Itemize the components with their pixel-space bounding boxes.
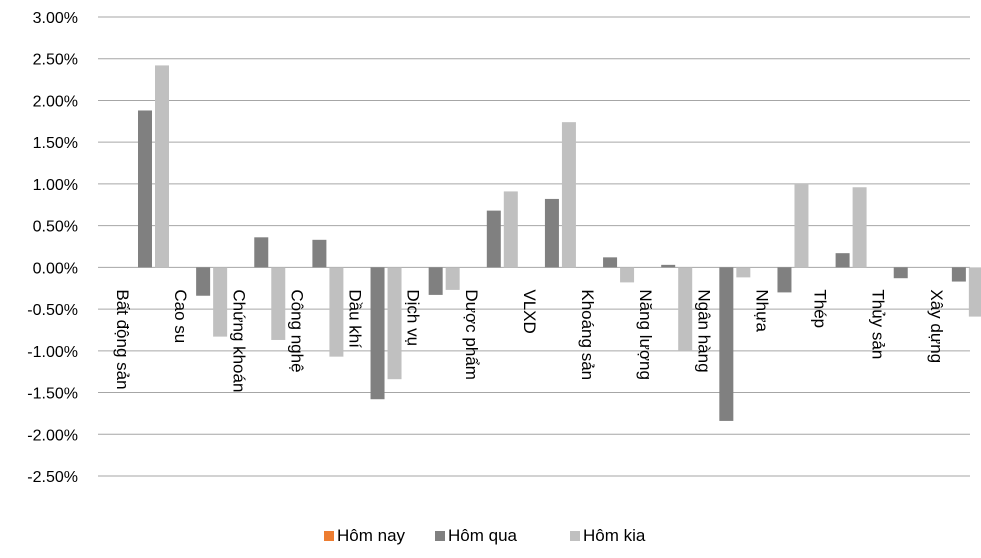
bar	[777, 267, 792, 293]
legend: Hôm nay Hôm qua Hôm kia	[324, 526, 646, 545]
bar	[736, 267, 751, 278]
category-label: Cao su	[171, 289, 190, 343]
legend-swatch	[435, 531, 445, 541]
y-tick-label: -1.00%	[27, 344, 78, 361]
bar	[387, 267, 402, 380]
y-tick-label: -1.50%	[27, 386, 78, 403]
y-tick-label: -2.00%	[27, 427, 78, 444]
bar	[196, 267, 211, 296]
category-label: Khoáng sản	[578, 289, 597, 380]
category-label: Nhựa	[752, 289, 771, 332]
legend-label: Hôm kia	[583, 526, 646, 545]
legend-label: Hôm nay	[337, 526, 406, 545]
bar	[951, 267, 966, 282]
category-label: Dịch vụ	[404, 289, 423, 346]
bar	[620, 267, 635, 283]
bar	[138, 110, 152, 268]
y-tick-label: 2.00%	[33, 93, 78, 110]
bar	[445, 267, 460, 290]
bar	[503, 191, 518, 268]
bar	[603, 257, 618, 268]
legend-swatch	[570, 531, 580, 541]
bar	[794, 183, 809, 268]
category-label: Ngân hàng	[694, 289, 713, 372]
y-tick-label: 3.00%	[33, 10, 78, 27]
legend-swatch	[324, 531, 334, 541]
bar	[370, 267, 385, 400]
category-labels: Bất động sản Cao su Chứng khoán Công nghệ Dầ…	[113, 289, 946, 392]
bar	[428, 267, 443, 295]
bar	[271, 267, 286, 340]
bar	[544, 198, 559, 268]
bar	[893, 267, 908, 279]
bar	[852, 187, 867, 268]
category-label: Xây dựng	[927, 289, 946, 363]
bar	[155, 65, 169, 268]
category-label: Năng lượng	[636, 289, 655, 380]
bar	[678, 267, 693, 351]
category-label: Thủy sản	[869, 289, 888, 359]
y-tick-label: 0.00%	[33, 260, 78, 277]
bar	[835, 253, 850, 268]
bar	[213, 267, 228, 337]
bars	[138, 65, 981, 421]
bar	[329, 267, 344, 357]
y-tick-label: 0.50%	[33, 219, 78, 236]
bar	[561, 122, 576, 268]
y-tick-label: 2.50%	[33, 52, 78, 69]
legend-label: Hôm qua	[448, 526, 518, 545]
y-tick-label: 1.00%	[33, 177, 78, 194]
category-label: Thép	[811, 289, 830, 328]
bar	[661, 264, 676, 268]
category-label: Bất động sản	[113, 289, 132, 389]
bar	[486, 210, 501, 268]
category-label: Công nghệ	[287, 289, 306, 372]
category-label: Dầu khí	[346, 289, 365, 348]
y-tick-label: -2.50%	[27, 469, 78, 486]
y-tick-label: -0.50%	[27, 302, 78, 319]
bar	[968, 267, 981, 317]
bar	[254, 237, 269, 268]
category-label: VLXD	[520, 289, 539, 333]
y-tick-label: 1.50%	[33, 135, 78, 152]
y-axis-ticks: 3.00% 2.50% 2.00% 1.50% 1.00% 0.50% 0.00% -0.50…	[27, 10, 78, 486]
bar	[719, 267, 734, 421]
bar	[312, 239, 327, 268]
category-label: Dược phẩm	[462, 289, 481, 380]
gridlines	[98, 16, 970, 477]
category-label: Chứng khoán	[229, 289, 248, 392]
